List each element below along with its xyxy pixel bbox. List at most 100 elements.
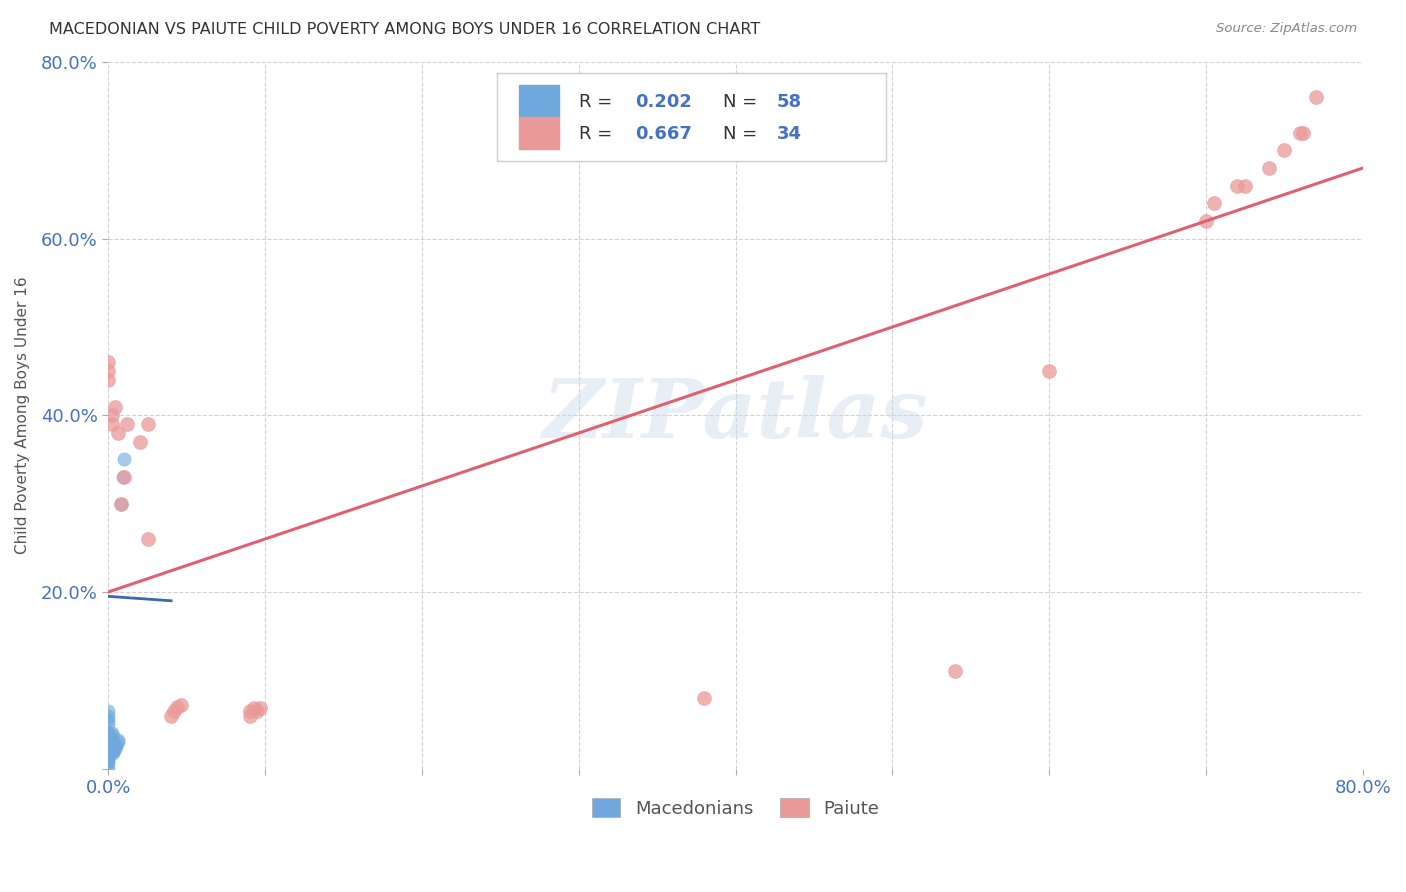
Point xyxy=(101,735,124,749)
Text: 0.202: 0.202 xyxy=(636,93,692,111)
Point xyxy=(98,737,121,751)
Point xyxy=(100,417,122,432)
Point xyxy=(97,762,120,776)
Point xyxy=(110,497,132,511)
Point xyxy=(100,743,122,757)
Point xyxy=(100,409,122,423)
Point xyxy=(101,742,124,756)
Point xyxy=(98,744,121,758)
Point xyxy=(100,738,122,752)
Point xyxy=(1234,178,1257,193)
Point xyxy=(1257,161,1279,175)
Text: R =: R = xyxy=(579,93,617,111)
Point xyxy=(97,726,120,740)
Point xyxy=(97,746,120,760)
Point xyxy=(97,745,120,759)
Point xyxy=(98,731,121,745)
Point xyxy=(104,742,127,756)
Text: N =: N = xyxy=(723,93,763,111)
Text: N =: N = xyxy=(723,125,763,144)
Point xyxy=(1272,144,1295,158)
Text: MACEDONIAN VS PAIUTE CHILD POVERTY AMONG BOYS UNDER 16 CORRELATION CHART: MACEDONIAN VS PAIUTE CHILD POVERTY AMONG… xyxy=(49,22,761,37)
Point xyxy=(100,735,122,749)
Point xyxy=(107,735,129,749)
Text: ZIPatlas: ZIPatlas xyxy=(543,376,928,455)
FancyBboxPatch shape xyxy=(498,73,886,161)
Point xyxy=(112,470,135,484)
Point xyxy=(136,417,159,432)
Point xyxy=(104,400,127,414)
Point xyxy=(100,741,122,756)
Point xyxy=(1195,214,1218,228)
Point xyxy=(166,699,188,714)
Point xyxy=(943,665,966,679)
Point xyxy=(97,731,120,745)
Point xyxy=(97,746,120,760)
Point xyxy=(97,704,120,718)
Point xyxy=(100,726,122,740)
Point xyxy=(238,708,260,723)
Text: 0.667: 0.667 xyxy=(636,125,692,144)
Point xyxy=(111,470,134,484)
Point xyxy=(1038,364,1060,378)
Point xyxy=(101,739,124,754)
Point xyxy=(1226,178,1249,193)
Point xyxy=(97,748,120,763)
Point xyxy=(249,701,271,715)
Text: 58: 58 xyxy=(778,93,801,111)
Point xyxy=(128,434,150,449)
Point xyxy=(98,740,121,755)
Point xyxy=(97,733,120,747)
Point xyxy=(97,364,120,378)
Point xyxy=(97,742,120,756)
Point xyxy=(98,739,121,754)
Point xyxy=(98,742,121,756)
Legend: Macedonians, Paiute: Macedonians, Paiute xyxy=(585,791,887,825)
Point xyxy=(100,728,122,742)
Point xyxy=(243,701,266,715)
Point xyxy=(97,751,120,765)
Point xyxy=(107,425,129,440)
Text: 34: 34 xyxy=(778,125,801,144)
Point xyxy=(97,753,120,767)
Point xyxy=(97,713,120,727)
Point xyxy=(104,739,127,754)
Point xyxy=(1305,90,1327,104)
Point xyxy=(97,757,120,772)
Point xyxy=(98,735,121,749)
Point xyxy=(97,739,120,754)
Point xyxy=(112,452,135,467)
Point xyxy=(97,744,120,758)
Point xyxy=(693,690,716,705)
Point xyxy=(160,708,183,723)
Point xyxy=(104,737,127,751)
Point xyxy=(1202,196,1225,211)
Text: R =: R = xyxy=(579,125,617,144)
Point xyxy=(246,704,269,718)
Point xyxy=(107,733,129,747)
Point xyxy=(169,698,191,712)
Point xyxy=(97,750,120,764)
Point xyxy=(97,732,120,747)
Point xyxy=(97,743,120,757)
Text: Source: ZipAtlas.com: Source: ZipAtlas.com xyxy=(1216,22,1357,36)
Point xyxy=(100,745,122,759)
Point xyxy=(98,733,121,747)
Point xyxy=(97,741,120,756)
Point xyxy=(101,746,124,760)
Point xyxy=(100,739,122,754)
Point xyxy=(97,737,120,751)
Point xyxy=(97,373,120,387)
Point xyxy=(238,704,260,718)
Point xyxy=(101,744,124,758)
Point xyxy=(97,355,120,369)
Point xyxy=(1289,126,1312,140)
FancyBboxPatch shape xyxy=(519,85,558,117)
FancyBboxPatch shape xyxy=(519,117,558,149)
Point xyxy=(163,704,186,718)
Y-axis label: Child Poverty Among Boys Under 16: Child Poverty Among Boys Under 16 xyxy=(15,277,30,554)
Point xyxy=(97,735,120,749)
Point xyxy=(97,708,120,723)
Point xyxy=(97,755,120,769)
Point xyxy=(97,747,120,762)
